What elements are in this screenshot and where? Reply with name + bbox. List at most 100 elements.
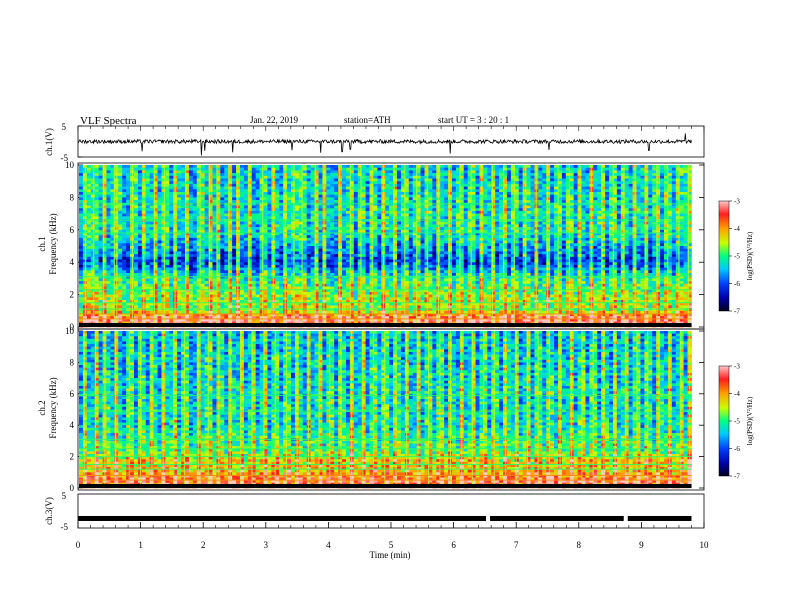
ch1-spectrogram-cell <box>302 189 308 193</box>
ch1-spectrogram-cell <box>185 224 190 228</box>
ch1-spectrogram-cell <box>294 232 300 236</box>
ch1-spectrogram-cell <box>349 246 355 249</box>
ch1-spectrogram-cell <box>126 264 131 268</box>
ch1-spectrogram-cell <box>98 294 103 298</box>
ch1-spectrogram-cell <box>275 267 280 271</box>
ch1-spectrogram-cell <box>389 316 394 320</box>
ch1-spectrogram-cell <box>79 273 84 276</box>
ch1-spectrogram-cell <box>314 170 319 174</box>
ch1-spectrogram-cell <box>177 262 182 266</box>
ch1-spectrogram-cell <box>345 251 351 255</box>
ch1-spectrogram-cell <box>185 305 190 309</box>
ch1-spectrogram-cell <box>318 208 323 212</box>
ch1-spectrogram-cell <box>224 165 229 168</box>
ch1-spectrogram-cell <box>110 302 115 306</box>
ch1-spectrogram-cell <box>169 224 174 228</box>
ch1-spectrogram-cell <box>259 165 264 168</box>
ch1-spectrogram-cell <box>330 302 335 306</box>
ch1-spectrogram-cell <box>291 175 296 179</box>
ch1-spectrogram-cell <box>243 318 249 322</box>
ch1-spectrogram-cell <box>110 300 115 303</box>
ch1-spectrogram-cell <box>216 240 221 244</box>
ch1-spectrogram-cell <box>181 165 186 168</box>
ch1-spectrogram-cell <box>126 189 131 193</box>
ch1-spectrogram-cell <box>306 259 311 263</box>
ch1-spectrogram-cell <box>314 197 319 201</box>
ch1-spectrogram-cell <box>106 254 111 258</box>
ch1-spectrogram-cell <box>267 302 272 306</box>
ch1-spectrogram-cell <box>243 216 249 220</box>
ch1-spectrogram-ytick-label: 0 <box>70 322 75 332</box>
ch1-spectrogram-cell <box>169 273 174 276</box>
ch1-spectrogram-cell <box>204 181 209 185</box>
ch1-spectrogram-cell <box>220 232 225 236</box>
ch1-spectrogram-cell <box>181 173 186 177</box>
ch1-spectrogram-cell <box>306 254 311 258</box>
ch1-spectrogram-cell <box>98 243 103 247</box>
ch1-spectrogram-cell <box>342 224 347 228</box>
ch1-spectrogram-cell <box>94 224 99 228</box>
ch1-spectrogram-cell <box>377 175 382 179</box>
ch1-spectrogram-cell <box>294 165 300 168</box>
ch1-spectrogram-cell <box>181 235 186 239</box>
ch1-spectrogram-cell <box>106 165 111 168</box>
ch1-spectrogram-cell <box>263 251 268 255</box>
ch1-spectrogram-cell <box>200 237 205 241</box>
ch1-spectrogram-cell <box>263 262 268 266</box>
ch1-spectrogram-cell <box>294 167 300 171</box>
ch1-spectrogram-cell <box>165 278 170 282</box>
ch1-spectrogram-cell <box>357 200 362 204</box>
ch1-spectrogram-cell <box>326 170 331 174</box>
ch1-spectrogram-cell <box>145 246 150 249</box>
ch1-spectrogram-cell <box>255 291 260 295</box>
ch1-spectrogram-cell <box>157 302 162 306</box>
ch1-spectrogram-cell <box>310 216 315 220</box>
ch1-spectrogram-cell <box>161 316 166 320</box>
ch1-spectrogram-cell <box>118 240 123 244</box>
ch1-spectrogram-cell <box>267 227 272 231</box>
ch1-spectrogram-cell <box>90 173 96 177</box>
ch1-spectrogram-cell <box>157 291 162 295</box>
ch1-spectrogram-cell <box>357 313 362 317</box>
ch1-spectrogram-cell <box>188 183 194 187</box>
ch1-spectrogram-cell <box>94 262 99 266</box>
ch1-spectrogram-cell <box>294 289 300 293</box>
ch1-spectrogram-cell <box>137 305 143 309</box>
ch1-spectrogram-cell <box>310 208 315 212</box>
ch1-spectrogram-cell <box>169 294 174 298</box>
ch1-spectrogram-cell <box>353 273 359 276</box>
ch1-spectrogram-cell <box>318 313 323 317</box>
ch1-spectrogram-cell <box>365 270 370 274</box>
ch1-spectrogram-cell <box>287 294 292 298</box>
ch1-spectrogram-cell <box>239 192 245 195</box>
ch1-spectrogram-cell <box>259 205 264 209</box>
ch1-spectrogram-cell <box>188 237 194 241</box>
ch1-spectrogram-cell <box>181 197 186 201</box>
ch1-spectrogram-cell <box>216 175 221 179</box>
ch1-spectrogram-cell <box>192 267 198 271</box>
ch1-spectrogram-cell <box>294 200 300 204</box>
ch1-spectrogram-cell <box>94 165 99 168</box>
ch1-spectrogram-cell <box>353 235 359 239</box>
ch1-spectrogram-cell <box>361 186 366 190</box>
ch1-spectrogram-cell <box>263 227 268 231</box>
ch1-spec-ylabel-freq: Frequency (kHz) <box>48 213 58 274</box>
ch1-spectrogram-cell <box>294 254 300 258</box>
ch1-spectrogram-cell <box>334 208 339 212</box>
ch1-ylabel: ch.1(V) <box>44 128 54 156</box>
ch1-spectrogram-cell <box>294 216 300 220</box>
ch1-spectrogram-cell <box>287 210 292 214</box>
ch1-spectrogram-cell <box>208 243 213 247</box>
ch1-spectrogram-cell <box>365 192 370 195</box>
ch1-spectrogram-cell <box>310 181 315 185</box>
ch1-spectrogram-cell <box>208 281 213 285</box>
ch1-spectrogram-cell <box>126 273 131 276</box>
ch1-spectrogram-cell <box>275 310 280 314</box>
ch1-spectrogram-cell <box>353 291 359 295</box>
ch1-spectrogram-cell <box>157 316 162 320</box>
ch1-spectrogram-cell <box>79 254 84 258</box>
ch1-spectrogram-cell <box>287 305 292 309</box>
ch1-spectrogram-cell <box>361 227 366 231</box>
ch1-spectrogram-cell <box>169 297 174 301</box>
ch1-spectrogram-cell <box>137 246 143 249</box>
